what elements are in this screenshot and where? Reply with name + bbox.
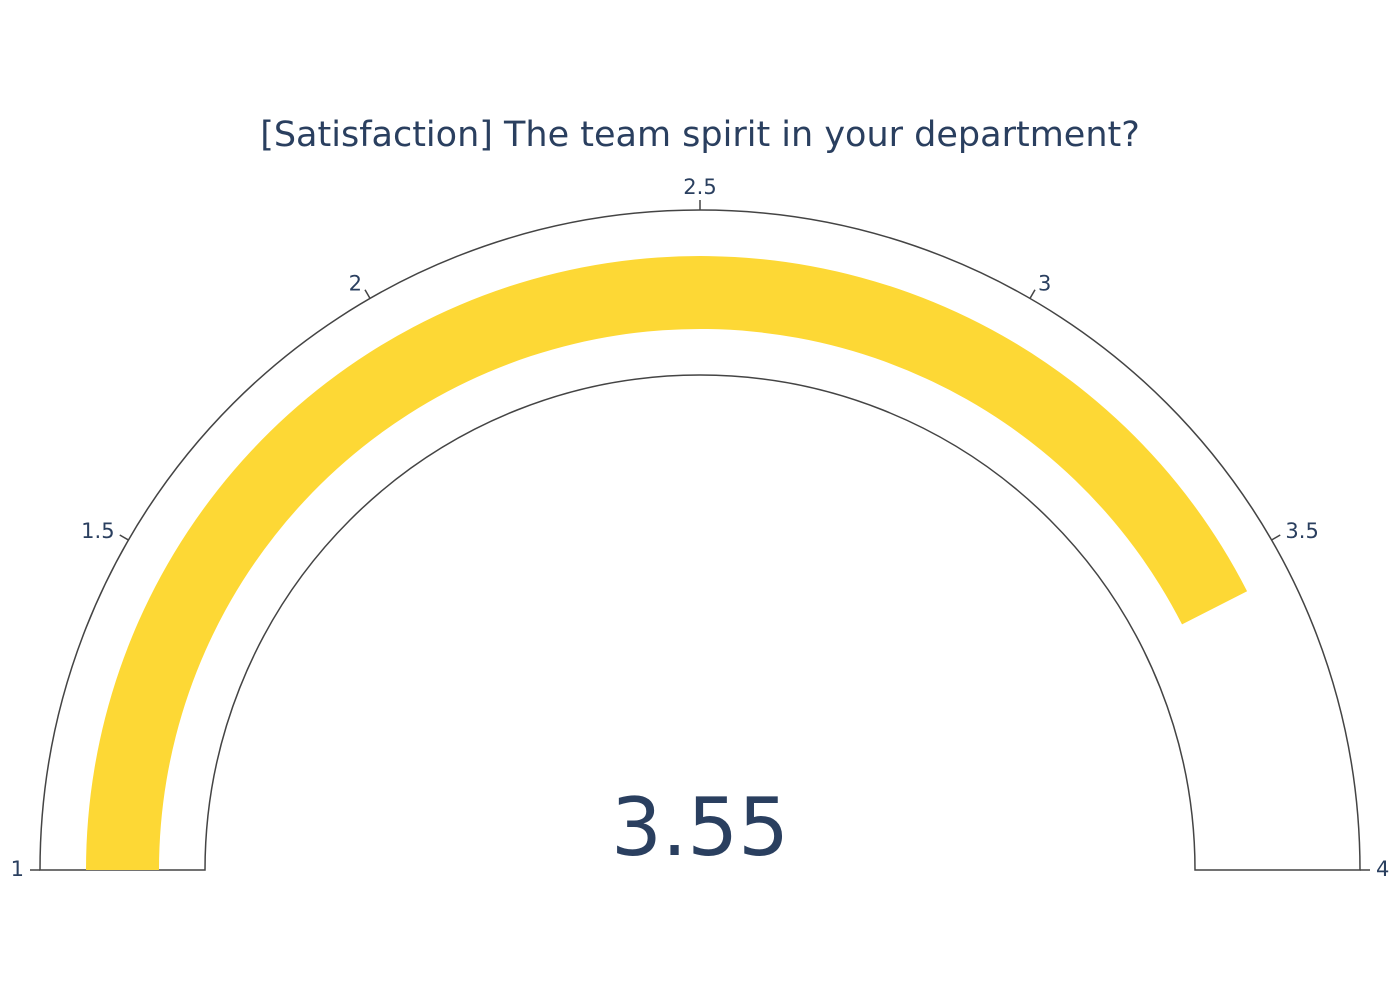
tick-label: 1 <box>11 857 24 881</box>
gauge-value: 3.55 <box>611 781 789 874</box>
chart-title: [Satisfaction] The team spirit in your d… <box>260 115 1140 155</box>
tick-label: 3.5 <box>1285 519 1318 543</box>
gauge-ticks: 1 1.5 2 2.5 3 3.5 4 <box>11 175 1390 881</box>
tick-label: 1.5 <box>81 519 114 543</box>
tick-mark <box>119 534 129 541</box>
tick-mark <box>364 289 371 299</box>
tick-label: 2 <box>349 272 362 296</box>
tick-mark <box>1029 289 1036 299</box>
gauge-value-bar <box>86 255 1248 870</box>
tick-label: 3 <box>1038 272 1051 296</box>
tick-mark <box>1271 534 1281 541</box>
tick-label: 4 <box>1376 857 1389 881</box>
tick-label: 2.5 <box>683 175 716 199</box>
